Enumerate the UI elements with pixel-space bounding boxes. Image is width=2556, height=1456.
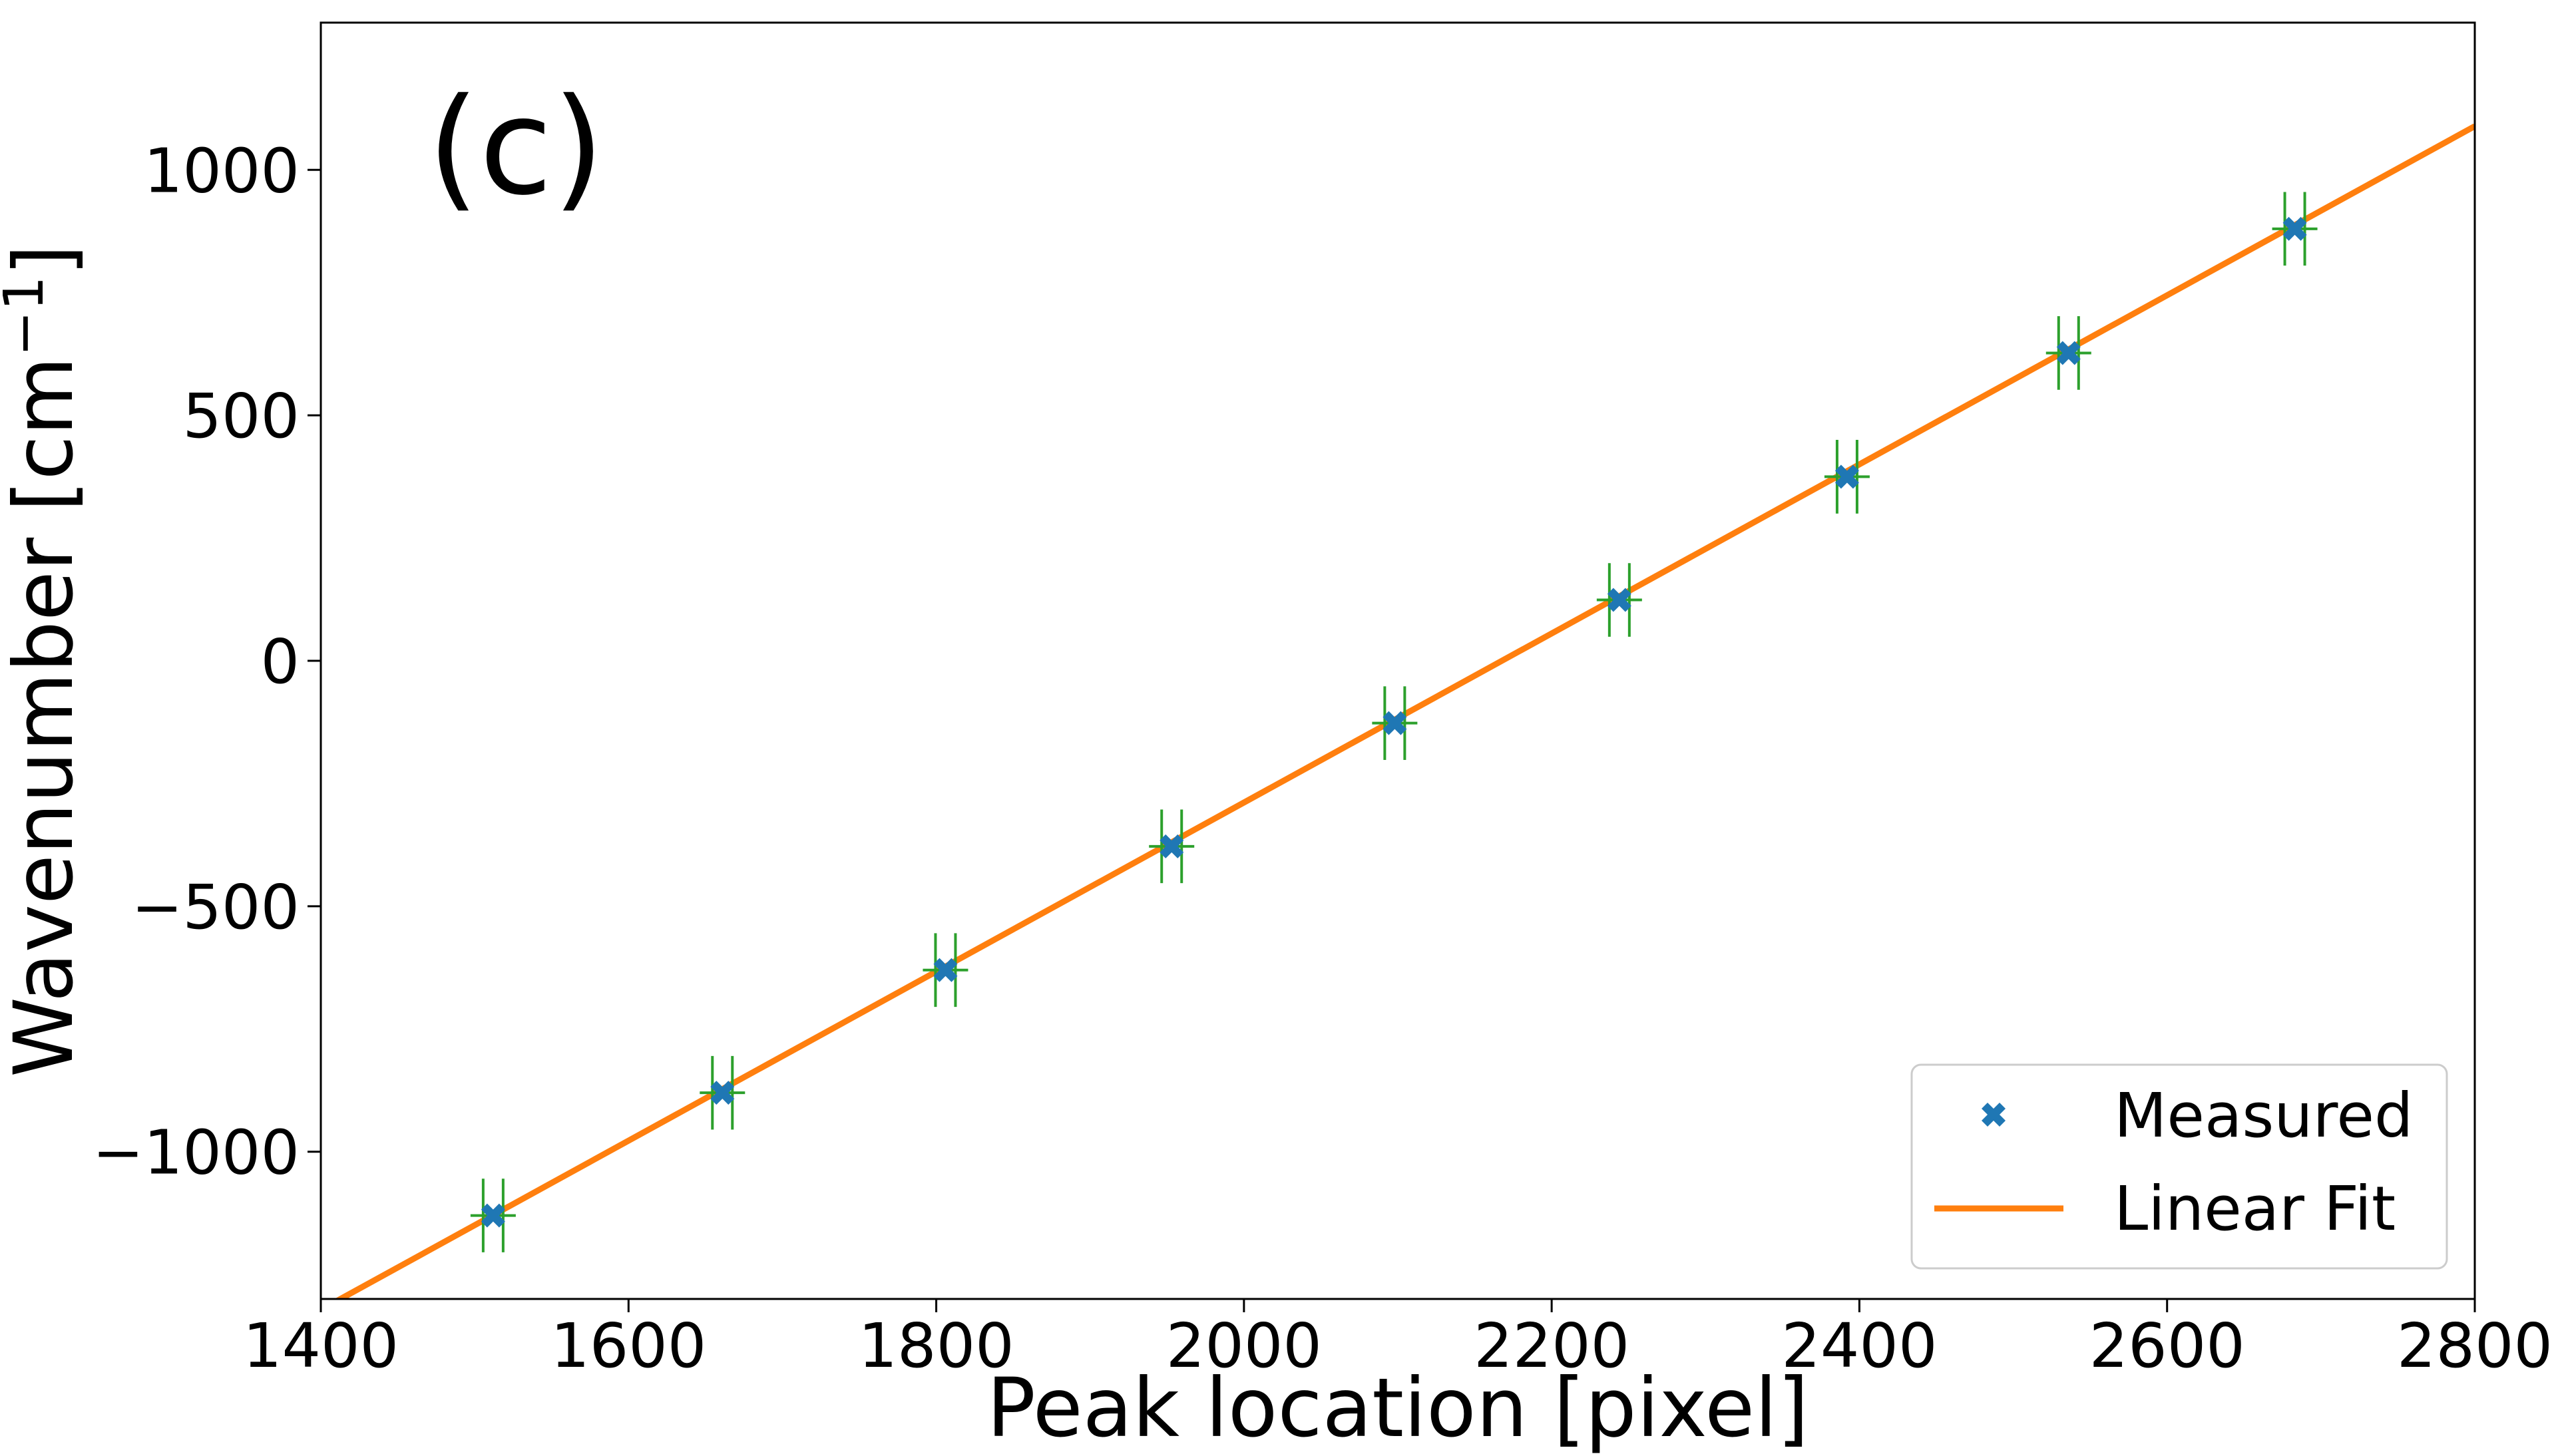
x-tick-label: 2000 (1166, 1310, 1322, 1381)
legend-label-linear-fit: Linear Fit (2114, 1173, 2396, 1244)
y-tick-label: −1000 (93, 1117, 300, 1188)
x-tick-label: 1800 (859, 1310, 1014, 1381)
y-tick-label: −500 (131, 872, 300, 943)
y-axis: −1000 −500 0 500 1000 (93, 135, 321, 1188)
plot-area (334, 123, 2475, 1299)
x-tick-label: 2400 (1781, 1310, 1937, 1381)
data-point-measured (2282, 216, 2307, 241)
x-axis: 1400 1600 1800 2000 2200 2400 2600 2800 (243, 1299, 2553, 1381)
x-tick-label: 2600 (2089, 1310, 2245, 1381)
legend-measured-marker (1982, 1103, 2006, 1127)
x-axis-label: Peak location [pixel] (986, 1361, 1809, 1455)
panel-label: (c) (427, 70, 604, 225)
legend-label-measured: Measured (2114, 1080, 2413, 1151)
legend-box (1910, 1063, 2448, 1270)
data-point-measured (2056, 341, 2081, 365)
x-tick-label: 2800 (2397, 1310, 2553, 1381)
y-axis-label: Wavenumber [cm−1] (0, 244, 91, 1077)
legend: Measured Linear Fit (1910, 1063, 2448, 1270)
y-tick-label: 1000 (144, 135, 300, 206)
legend-measured-cross (1982, 1103, 2006, 1127)
data-point-measured (933, 958, 958, 982)
data-point-measured (481, 1203, 505, 1228)
data-point-measured (1607, 588, 1631, 612)
y-tick-label: 0 (260, 626, 300, 697)
data-point-measured (1160, 834, 1184, 858)
data-point-measured (710, 1081, 735, 1105)
data-point-measured (1834, 464, 1859, 489)
y-axis-label-superscript: −1 (0, 276, 56, 357)
y-tick-label: 500 (182, 381, 300, 452)
x-tick-label: 1600 (550, 1310, 706, 1381)
data-point-measured (1383, 711, 1407, 735)
y-axis-label-close: ] (0, 244, 91, 276)
y-axis-label-main: Wavenumber [cm (0, 357, 91, 1077)
x-tick-label: 1400 (243, 1310, 399, 1381)
x-tick-label: 2200 (1474, 1310, 1629, 1381)
